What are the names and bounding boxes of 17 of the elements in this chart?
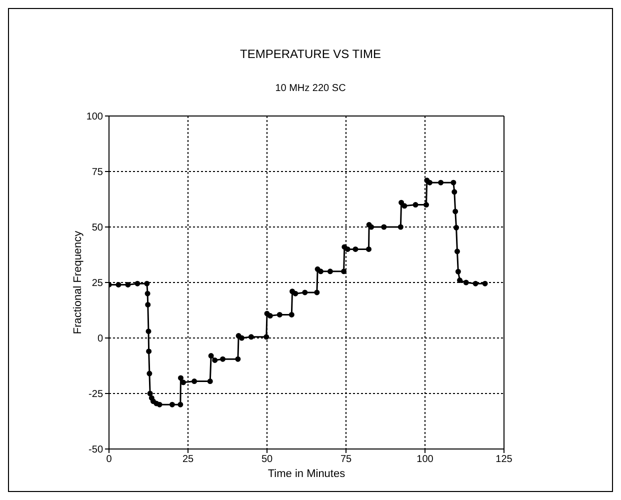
x-tick-label: 25	[182, 454, 194, 466]
y-tick-label: 75	[92, 167, 104, 178]
x-tick-label: 100	[416, 454, 434, 466]
x-tick-label: 125	[496, 454, 513, 466]
y-tick-label: 0	[97, 334, 104, 345]
x-tick-label: 50	[261, 454, 273, 466]
x-tick-label: 75	[340, 454, 352, 466]
x-axis-title: Time in Minutes	[268, 468, 346, 480]
chart-title: TEMPERATURE VS TIME	[239, 47, 382, 61]
y-tick-label: -25	[88, 389, 104, 400]
y-axis-title: Fractional Frequency	[72, 230, 84, 334]
y-tick-label: 25	[92, 278, 104, 290]
y-tick-label: -50	[88, 444, 104, 456]
chart-subtitle: 10 MHz 220 SC	[274, 83, 347, 94]
y-tick-label: 50	[92, 222, 104, 234]
x-tick-label: 0	[106, 454, 112, 466]
y-tick-label: 100	[86, 112, 104, 123]
